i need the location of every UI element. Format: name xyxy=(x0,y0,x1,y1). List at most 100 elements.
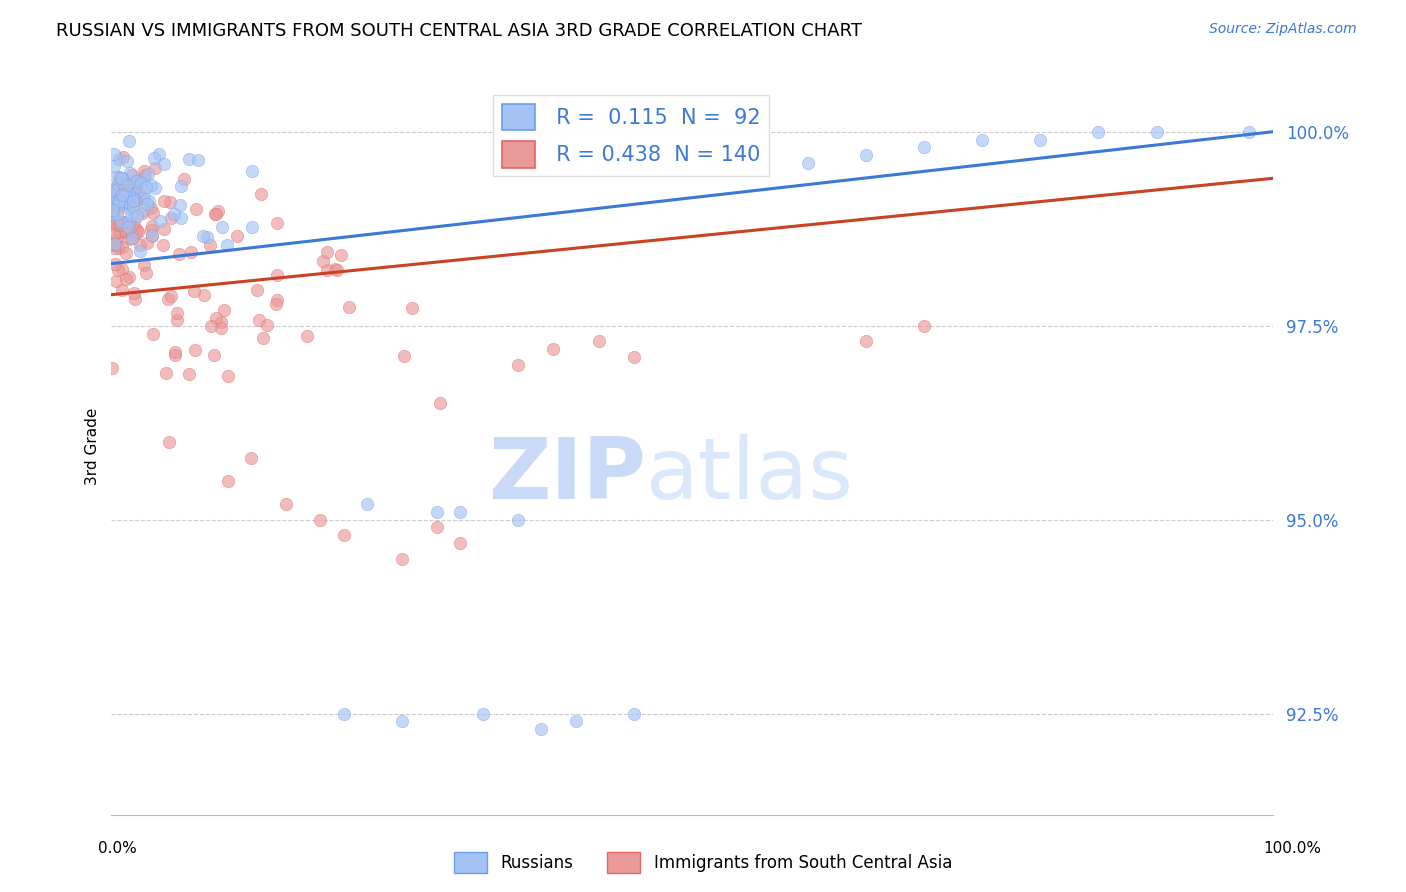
Point xyxy=(108,219,131,233)
Point xyxy=(127,223,149,237)
Point xyxy=(121,168,143,182)
Point xyxy=(217,238,239,252)
Point xyxy=(117,178,139,192)
Point xyxy=(101,212,124,227)
Point xyxy=(169,198,191,212)
Point xyxy=(108,169,131,184)
Point xyxy=(122,219,145,234)
Point xyxy=(107,241,129,255)
Point xyxy=(101,183,124,197)
Point xyxy=(912,318,935,333)
Point xyxy=(134,189,156,203)
Point xyxy=(142,151,165,165)
Point xyxy=(117,186,139,201)
Point xyxy=(425,505,447,519)
Point xyxy=(155,366,177,380)
Point xyxy=(101,217,124,231)
Point xyxy=(239,450,262,465)
Point xyxy=(121,231,143,245)
Point xyxy=(111,283,134,297)
Point xyxy=(118,232,141,246)
Point xyxy=(122,175,145,189)
Point xyxy=(135,266,157,280)
Point xyxy=(252,331,274,345)
Point xyxy=(315,245,337,260)
Point xyxy=(141,228,163,243)
Point xyxy=(103,146,125,161)
Point xyxy=(110,225,132,239)
Point xyxy=(105,274,128,288)
Point xyxy=(184,202,207,217)
Point xyxy=(250,186,273,201)
Point xyxy=(124,286,146,301)
Point xyxy=(249,313,271,327)
Point xyxy=(122,191,145,205)
Point xyxy=(132,258,155,272)
Point xyxy=(392,349,415,363)
Point xyxy=(274,497,297,511)
Point xyxy=(107,203,129,218)
Point xyxy=(149,214,172,228)
Point xyxy=(107,180,129,194)
Point xyxy=(391,551,413,566)
Point xyxy=(118,198,141,212)
Point xyxy=(124,215,146,229)
Point xyxy=(266,268,288,282)
Point xyxy=(1087,125,1109,139)
Point xyxy=(129,238,152,252)
Point xyxy=(797,156,820,170)
Point xyxy=(104,256,127,270)
Point xyxy=(217,474,239,488)
Point xyxy=(114,188,136,202)
Text: atlas: atlas xyxy=(645,434,853,517)
Point xyxy=(225,229,247,244)
Point xyxy=(179,152,201,166)
Point xyxy=(111,240,134,254)
Point xyxy=(103,237,125,252)
Point xyxy=(1239,125,1261,139)
Point xyxy=(103,185,125,199)
Point xyxy=(135,179,157,194)
Point xyxy=(312,254,335,268)
Point xyxy=(111,150,134,164)
Point xyxy=(166,305,188,319)
Point xyxy=(191,229,214,244)
Point xyxy=(103,199,125,213)
Point xyxy=(118,187,141,202)
Point xyxy=(125,180,148,194)
Point xyxy=(623,706,645,721)
Y-axis label: 3rd Grade: 3rd Grade xyxy=(86,408,100,484)
Point xyxy=(108,152,131,166)
Point xyxy=(1146,125,1168,139)
Point xyxy=(256,318,278,333)
Point xyxy=(180,245,202,260)
Point xyxy=(141,229,163,244)
Point xyxy=(330,247,353,261)
Point xyxy=(114,216,136,230)
Point xyxy=(173,172,195,186)
Point xyxy=(138,194,160,208)
Point xyxy=(129,176,152,190)
Point xyxy=(169,246,191,260)
Point xyxy=(110,195,132,210)
Point xyxy=(134,169,156,183)
Point xyxy=(112,188,135,202)
Point xyxy=(205,207,228,221)
Point xyxy=(118,214,141,228)
Point xyxy=(104,169,127,184)
Point xyxy=(855,148,877,162)
Point xyxy=(105,217,128,231)
Point xyxy=(117,194,139,209)
Point xyxy=(103,227,125,241)
Point xyxy=(401,301,423,316)
Point xyxy=(153,222,176,236)
Point xyxy=(139,201,162,215)
Point xyxy=(139,223,162,237)
Point xyxy=(111,188,134,202)
Point xyxy=(127,184,149,198)
Point xyxy=(101,361,124,376)
Point xyxy=(105,207,128,221)
Point xyxy=(207,204,229,219)
Point xyxy=(264,296,287,310)
Point xyxy=(131,206,153,220)
